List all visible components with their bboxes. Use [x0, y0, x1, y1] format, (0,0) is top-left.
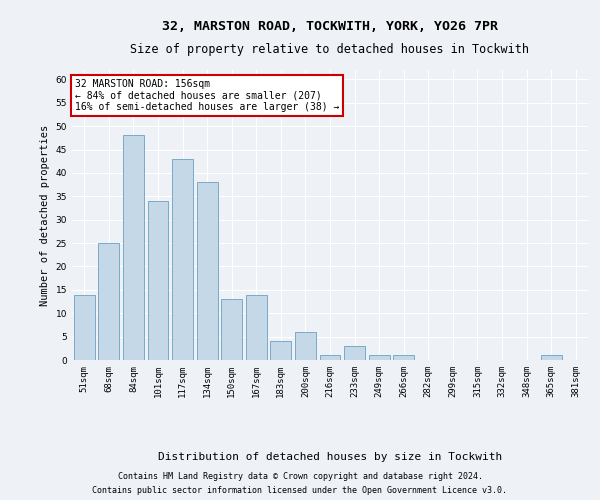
Bar — [541, 356, 562, 360]
Bar — [344, 346, 365, 360]
Text: 32 MARSTON ROAD: 156sqm
← 84% of detached houses are smaller (207)
16% of semi-d: 32 MARSTON ROAD: 156sqm ← 84% of detache… — [74, 78, 339, 112]
Bar — [197, 182, 218, 360]
Text: Size of property relative to detached houses in Tockwith: Size of property relative to detached ho… — [131, 42, 530, 56]
Bar — [74, 294, 95, 360]
Bar — [295, 332, 316, 360]
Bar — [123, 136, 144, 360]
Y-axis label: Number of detached properties: Number of detached properties — [40, 124, 50, 306]
Bar — [271, 342, 292, 360]
Bar — [320, 356, 340, 360]
Bar — [368, 356, 389, 360]
Bar — [246, 294, 267, 360]
Text: Distribution of detached houses by size in Tockwith: Distribution of detached houses by size … — [158, 452, 502, 462]
Bar — [172, 159, 193, 360]
Bar — [393, 356, 414, 360]
Bar — [98, 243, 119, 360]
Bar — [148, 201, 169, 360]
Text: Contains public sector information licensed under the Open Government Licence v3: Contains public sector information licen… — [92, 486, 508, 495]
Bar — [221, 299, 242, 360]
Text: 32, MARSTON ROAD, TOCKWITH, YORK, YO26 7PR: 32, MARSTON ROAD, TOCKWITH, YORK, YO26 7… — [162, 20, 498, 33]
Text: Contains HM Land Registry data © Crown copyright and database right 2024.: Contains HM Land Registry data © Crown c… — [118, 472, 482, 481]
